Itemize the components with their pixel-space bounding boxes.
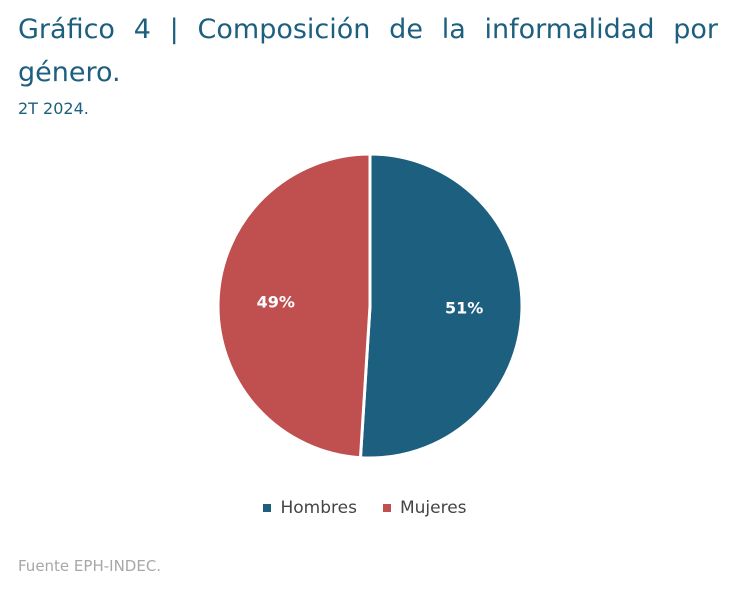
legend-swatch-mujeres (382, 504, 391, 512)
chart-title: Gráfico 4 | Composición de la informalid… (18, 14, 718, 88)
legend-item-mujeres[interactable]: Mujeres (382, 498, 467, 518)
legend: Hombres Mujeres (0, 498, 730, 518)
legend-item-hombres[interactable]: Hombres (263, 498, 357, 518)
data-label-hombres: 51% (445, 298, 483, 317)
legend-label-hombres: Hombres (280, 498, 357, 518)
pie-slice-mujeres[interactable] (216, 152, 372, 460)
chart-subtitle: 2T 2024. (18, 99, 89, 118)
legend-swatch-hombres (263, 504, 272, 512)
pie-slice-hombres[interactable] (358, 152, 524, 460)
source-note: Fuente EPH-INDEC. (18, 557, 162, 575)
pie-chart: 51% 49% (216, 152, 524, 460)
data-label-mujeres: 49% (257, 293, 295, 312)
legend-label-mujeres: Mujeres (399, 498, 467, 518)
